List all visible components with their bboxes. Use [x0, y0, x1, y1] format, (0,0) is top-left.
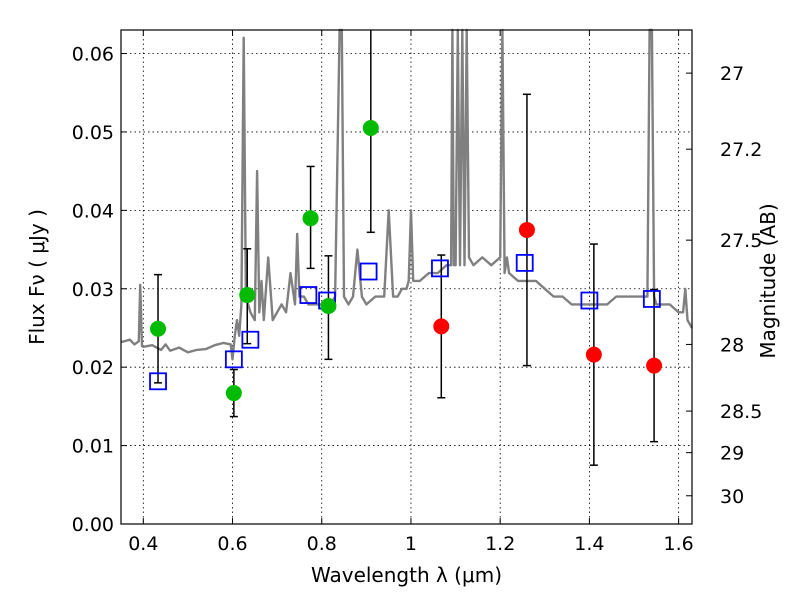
right-axis-label: Magnitude (AB) — [756, 203, 780, 358]
photometry-points — [150, 120, 663, 402]
axis-ticks: 0.4 0.6 0.8 1 1.2 1.4 1.6 0.00 0.01 0.02 0.03 0.04 0… — [72, 30, 762, 555]
y-axis-label: Flux Fν ( μJy ) — [25, 209, 49, 345]
model-square — [241, 330, 260, 349]
right-tick-label: 28 — [720, 334, 744, 356]
x-tick-label: 1.6 — [664, 533, 694, 555]
model-square — [642, 290, 661, 308]
model-square — [149, 372, 167, 391]
x-axis-label: Wavelength λ (μm) — [311, 563, 502, 587]
detections-point — [302, 210, 319, 227]
model-square — [580, 291, 599, 310]
y-tick-label: 0.05 — [72, 122, 114, 144]
model-photometry-squares — [149, 253, 661, 391]
detections-point — [225, 385, 242, 402]
y-tick-label: 0.04 — [72, 200, 114, 222]
model-square — [299, 286, 318, 304]
right-tick-label: 27.5 — [720, 230, 762, 252]
y-tick-label: 0.03 — [72, 279, 114, 301]
model-square — [431, 259, 449, 278]
non-detections-point — [646, 357, 663, 374]
model-square — [515, 253, 534, 272]
y-tick-label: 0.06 — [72, 44, 114, 66]
right-tick-label: 28.5 — [720, 401, 762, 423]
error-bars — [154, 30, 659, 466]
x-tick-label: 0.6 — [217, 533, 247, 555]
x-tick-label: 0.8 — [307, 533, 337, 555]
right-tick-label: 30 — [720, 486, 744, 508]
non-detections-point — [518, 221, 535, 238]
right-tick-label: 27 — [720, 63, 744, 85]
x-tick-label: 1.4 — [574, 533, 604, 555]
x-tick-label: 1.2 — [485, 533, 515, 555]
plot-frame — [120, 29, 693, 525]
detections-point — [320, 298, 337, 315]
axis-labels: Wavelength λ (μm) Flux Fν ( μJy ) Magnit… — [25, 203, 780, 587]
non-detections-point — [585, 346, 602, 363]
y-tick-label: 0.01 — [72, 436, 114, 458]
right-tick-label: 27.2 — [720, 139, 762, 161]
detections-point — [150, 320, 167, 337]
grid — [121, 30, 692, 525]
right-tick-label: 29 — [720, 443, 744, 465]
model-square — [359, 262, 378, 281]
model-square — [224, 350, 243, 369]
spectrum-line — [120, 28, 694, 361]
model-spectrum — [120, 28, 694, 361]
y-tick-label: 0.02 — [72, 357, 114, 379]
y-tick-label: 0.00 — [72, 514, 114, 536]
x-tick-label: 0.4 — [128, 533, 158, 555]
detections-point — [239, 287, 256, 304]
detections-point — [362, 120, 379, 137]
x-tick-label: 1 — [405, 533, 417, 555]
non-detections-point — [433, 318, 450, 335]
